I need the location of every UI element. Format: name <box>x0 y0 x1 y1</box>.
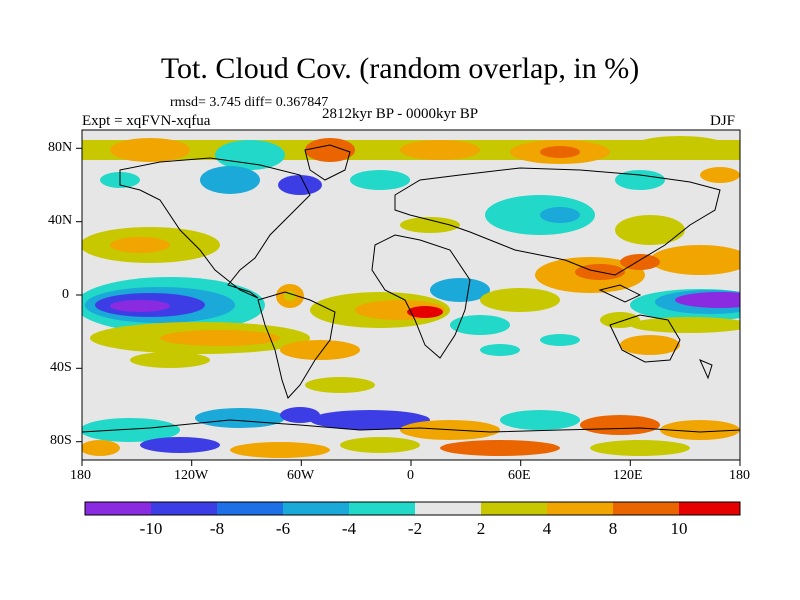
colorbar-segment <box>349 502 415 515</box>
colorbar-label: -6 <box>275 519 291 538</box>
colorbar-label: 2 <box>476 519 486 538</box>
x-tick-label: 60W <box>287 468 315 483</box>
colorbar-segment <box>85 502 151 515</box>
colorbar-label: 10 <box>670 519 688 538</box>
y-tick-label: 40S <box>50 360 72 375</box>
x-tick-label: 120W <box>174 468 209 483</box>
map-field <box>82 130 740 460</box>
south-midlat-anomalies <box>130 340 520 393</box>
colorbar-segment <box>481 502 547 515</box>
x-tick-label: 180 <box>729 468 750 483</box>
colorbar-segment <box>415 502 481 515</box>
x-tick-label: 120E <box>613 468 643 483</box>
colorbar-segment <box>283 502 349 515</box>
x-tick-label: 180 <box>70 468 91 483</box>
tropical-anomalies <box>82 254 740 355</box>
x-tick-label: 60E <box>508 468 531 483</box>
season-label: DJF <box>710 113 736 129</box>
colorbar-segment <box>217 502 283 515</box>
coastlines <box>82 144 740 433</box>
y-tick-label: 80S <box>50 433 72 448</box>
axis-ticks <box>76 147 741 466</box>
colorbar-label: 8 <box>608 519 618 538</box>
period-label: 2812kyr BP - 0000kyr BP <box>322 106 479 122</box>
y-tick-label: 40N <box>48 213 73 228</box>
colorbar-segment <box>613 502 679 515</box>
antarctic-anomalies <box>82 407 740 460</box>
y-tick-label: 0 <box>62 287 69 302</box>
colorbar-label: -4 <box>341 519 357 538</box>
colorbar-segment <box>547 502 613 515</box>
y-tick-label: 80N <box>48 140 73 155</box>
colorbar-label: -10 <box>139 519 163 538</box>
colorbar-label: -2 <box>407 519 423 538</box>
colorbar-label: 4 <box>542 519 552 538</box>
colorbar <box>84 501 741 516</box>
x-tick-label: 0 <box>407 468 414 483</box>
colorbar-segment <box>151 502 217 515</box>
map-title: Tot. Cloud Cov. (random overlap, in %) <box>160 52 640 85</box>
north-midlat-anomalies <box>82 195 740 275</box>
colorbar-label: -8 <box>209 519 225 538</box>
colorbar-frame <box>84 501 741 516</box>
stats-label: rmsd= 3.745 diff= 0.367847 <box>170 95 329 110</box>
arctic-anomalies <box>82 136 740 195</box>
colorbar-segment <box>679 502 740 515</box>
experiment-label: Expt = xqFVN-xqfua <box>82 113 211 129</box>
